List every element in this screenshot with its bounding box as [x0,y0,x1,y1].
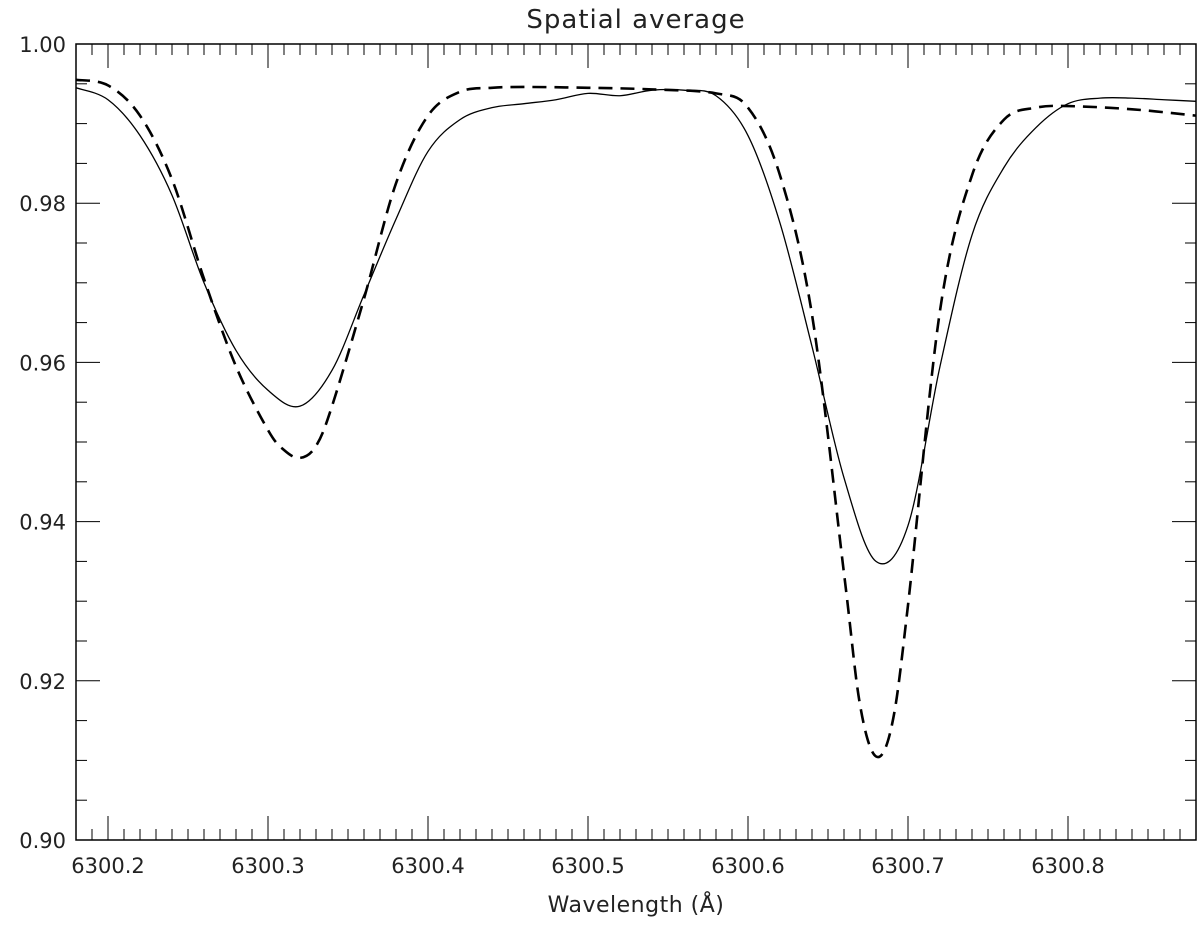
axes: 6300.2 6300.3 6300.4 6300.5 6300.6 6300.7 6300… [19,33,1197,878]
x-tick-label: 6300.6 [711,854,784,878]
y-tick-label: 0.94 [19,511,66,535]
x-tick-label: 6300.8 [1031,854,1104,878]
solid-series-line [76,87,1196,565]
y-tick-label: 0.92 [19,670,66,694]
x-tick-label: 6300.4 [391,854,464,878]
chart-title: Spatial average [526,5,745,35]
x-axis-label: Wavelength (Å) [548,891,725,918]
x-tick-label: 6300.2 [71,854,144,878]
y-tick-label: 0.98 [19,192,66,216]
plot-area [76,78,1196,759]
plot-frame [75,43,1197,841]
y-tick-label: 1.00 [19,33,66,57]
y-tick-label: 0.90 [19,829,66,853]
x-tick-label: 6300.5 [551,854,624,878]
x-tick-label: 6300.3 [231,854,304,878]
y-tick-label: 0.96 [19,351,66,375]
dashed-series-line [76,78,1196,759]
x-tick-label: 6300.7 [871,854,944,878]
